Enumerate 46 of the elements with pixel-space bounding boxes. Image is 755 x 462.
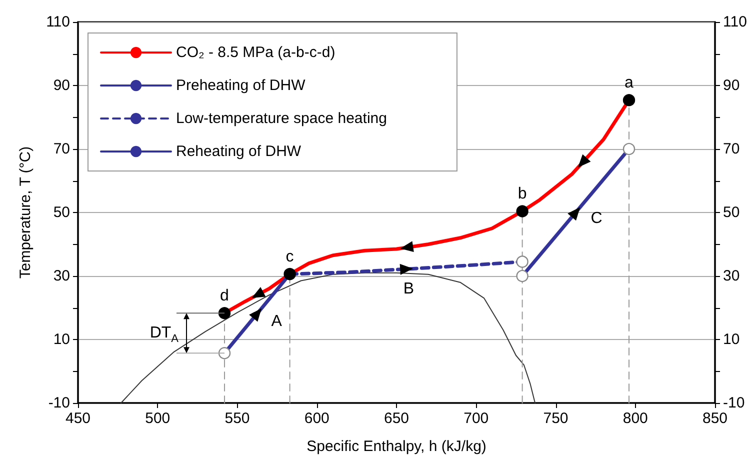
x-tick-label: 500: [145, 410, 170, 427]
y2-tick-label: 90: [723, 77, 740, 94]
point: [218, 307, 231, 320]
point: [284, 268, 296, 280]
annotation: B: [403, 280, 414, 298]
y2-tick-label: 30: [723, 268, 740, 284]
annotation: a: [624, 74, 634, 92]
legend-label: CO₂ - 8.5 MPa (a-b-c-d): [176, 44, 336, 61]
x-tick-label: 450: [65, 410, 91, 427]
y-tick-label: 90: [53, 77, 70, 94]
annotation: c: [286, 248, 294, 266]
x-tick-label: 600: [304, 410, 330, 427]
x-axis-title: Specific Enthalpy, h (kJ/kg): [306, 438, 486, 455]
y2-tick-label: 70: [723, 140, 740, 158]
point: [516, 270, 528, 282]
line-series: [120, 272, 536, 404]
legend-label: Low-temperature space heating: [176, 110, 387, 127]
y-tick-label: 110: [46, 14, 70, 30]
point: [622, 142, 636, 156]
annotation: A: [271, 312, 282, 330]
y2-tick-label: 10: [723, 331, 740, 348]
point: [622, 94, 636, 106]
x-tick-label: 550: [224, 410, 250, 427]
y-tick-label: -10: [48, 394, 70, 412]
y-tick-label: 70: [53, 140, 70, 158]
y-tick-label: 30: [53, 268, 70, 284]
legend-label: Preheating of DHW: [176, 77, 306, 94]
x-tick-label: 750: [543, 410, 568, 427]
y-tick-label: 10: [53, 331, 70, 348]
y2-tick-label: -10: [723, 394, 745, 412]
x-tick-label: 800: [622, 410, 648, 427]
annotation: C: [590, 210, 602, 228]
y2-tick-label: 50: [723, 204, 740, 221]
annotation: d: [220, 288, 229, 305]
annotation: DT$_{A}$: [150, 324, 180, 346]
annotation: b: [518, 186, 527, 203]
x-tick-label: 700: [464, 410, 489, 427]
y2-tick-label: 110: [723, 14, 747, 30]
point: [516, 205, 528, 218]
legend-label: Reheating of DHW: [176, 143, 302, 160]
point: [218, 347, 231, 360]
y-axis-title: Temperature, T (°C): [17, 146, 34, 279]
x-tick-label: 650: [384, 410, 410, 427]
point: [516, 256, 528, 268]
x-tick-label: 850: [702, 410, 728, 427]
y-tick-label: 50: [53, 204, 70, 221]
